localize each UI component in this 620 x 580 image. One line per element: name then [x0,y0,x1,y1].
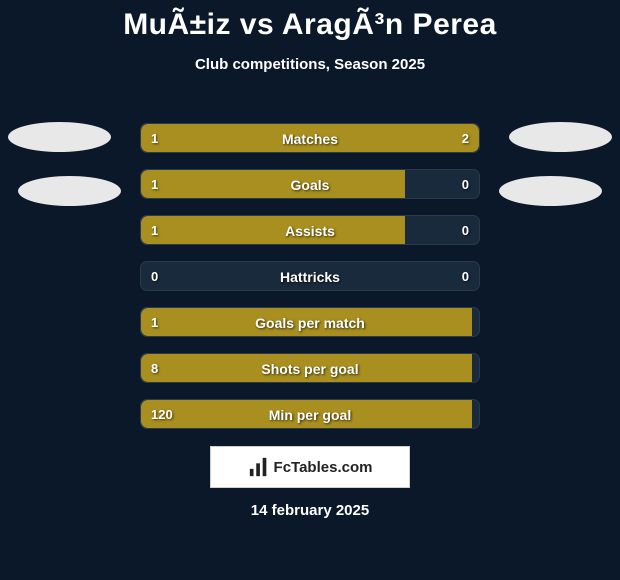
stat-label: Min per goal [141,400,479,429]
stat-row: 1Goals per match [140,307,480,337]
player-left-avatar-2 [18,176,121,206]
logo-box: FcTables.com [210,446,410,488]
player-right-avatar-1 [509,122,612,152]
page-title: MuÃ±iz vs AragÃ³n Perea [0,0,620,42]
stat-label: Matches [141,124,479,153]
stat-row: 00Hattricks [140,261,480,291]
stat-label: Goals per match [141,308,479,337]
player-right-avatar-2 [499,176,602,206]
player-left-avatar-1 [8,122,111,152]
stats-comparison: 12Matches 10Goals 10Assists 00Hattricks 1Goa… [140,123,480,445]
bar-chart-icon [248,456,270,478]
stat-label: Shots per goal [141,354,479,383]
stat-row: 12Matches [140,123,480,153]
stat-label: Hattricks [141,262,479,291]
subtitle: Club competitions, Season 2025 [0,56,620,73]
stat-row: 10Goals [140,169,480,199]
stat-label: Assists [141,216,479,245]
stat-row: 120Min per goal [140,399,480,429]
date-label: 14 february 2025 [0,502,620,519]
logo-text: FcTables.com [274,459,373,476]
stat-label: Goals [141,170,479,199]
stat-row: 8Shots per goal [140,353,480,383]
stat-row: 10Assists [140,215,480,245]
